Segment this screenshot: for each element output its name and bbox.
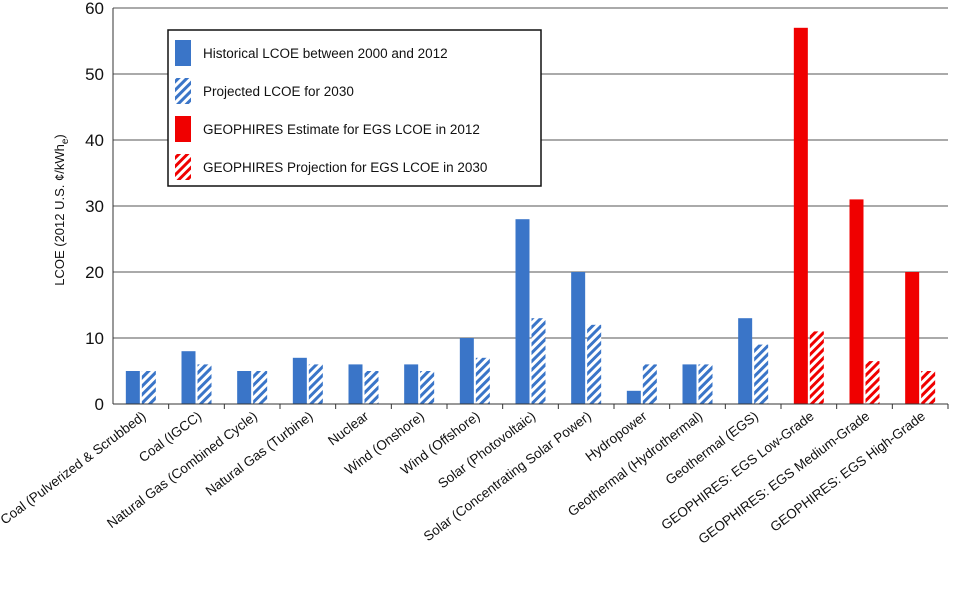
y-tick-label: 30 bbox=[85, 197, 104, 216]
projected-bar bbox=[754, 344, 769, 404]
egs-projection-bar bbox=[865, 361, 880, 404]
egs-estimate-bar bbox=[905, 272, 920, 404]
historical-bar bbox=[571, 272, 586, 404]
projected-bar bbox=[141, 371, 156, 404]
y-tick-label: 10 bbox=[85, 329, 104, 348]
projected-bar bbox=[475, 357, 490, 404]
projected-bar bbox=[308, 364, 323, 404]
egs-projection-bar bbox=[921, 371, 936, 404]
projected-bar bbox=[420, 371, 435, 404]
x-tick-label: Natural Gas (Turbine) bbox=[203, 408, 316, 498]
x-tick-label: Geothermal (EGS) bbox=[663, 408, 761, 487]
historical-bar bbox=[125, 371, 140, 404]
legend-swatch bbox=[175, 116, 191, 142]
historical-bar bbox=[515, 219, 530, 404]
y-tick-label: 20 bbox=[85, 263, 104, 282]
projected-bar bbox=[698, 364, 713, 404]
x-tick-labels: Coal (Pulverized & Scrubbed)Coal (IGCC)N… bbox=[0, 408, 928, 547]
y-tick-label: 60 bbox=[85, 0, 104, 18]
historical-bar bbox=[738, 318, 753, 404]
axes bbox=[112, 8, 948, 405]
legend-label: GEOPHIRES Estimate for EGS LCOE in 2012 bbox=[203, 122, 480, 137]
y-axis-label: LCOE (2012 U.S. ¢/kWhe) bbox=[52, 134, 71, 286]
projected-bar bbox=[587, 324, 602, 404]
projected-bar bbox=[531, 318, 546, 404]
legend-label: Historical LCOE between 2000 and 2012 bbox=[203, 46, 448, 61]
legend-box bbox=[167, 29, 542, 187]
legend-label: Projected LCOE for 2030 bbox=[203, 84, 354, 99]
projected-bar bbox=[253, 371, 268, 404]
historical-bar bbox=[682, 364, 697, 404]
legend-label: GEOPHIRES Projection for EGS LCOE in 203… bbox=[203, 160, 487, 175]
x-tick-label: Nuclear bbox=[325, 408, 372, 448]
projected-bar bbox=[642, 364, 657, 404]
y-tick-label: 50 bbox=[85, 65, 104, 84]
historical-bar bbox=[404, 364, 419, 404]
projected-bar bbox=[364, 371, 379, 404]
legend-swatch bbox=[175, 78, 191, 104]
historical-bar bbox=[181, 351, 196, 404]
y-tick-label: 0 bbox=[95, 395, 104, 414]
egs-estimate-bar bbox=[849, 199, 864, 404]
historical-bar bbox=[237, 371, 252, 404]
y-tick-label: 40 bbox=[85, 131, 104, 150]
egs-projection-bar bbox=[809, 331, 824, 404]
historical-bar bbox=[348, 364, 363, 404]
legend: Historical LCOE between 2000 and 2012 Pro… bbox=[167, 29, 542, 187]
legend-swatch bbox=[175, 40, 191, 66]
historical-bar bbox=[292, 357, 307, 404]
bars-group bbox=[125, 27, 949, 409]
egs-estimate-bar bbox=[793, 27, 808, 405]
x-tick-label: Solar (Photovoltaic) bbox=[435, 408, 538, 491]
historical-bar bbox=[626, 390, 641, 404]
historical-bar bbox=[459, 338, 474, 404]
projected-bar bbox=[197, 364, 212, 404]
legend-swatch bbox=[175, 154, 191, 180]
y-tick-labels: 0 10 20 30 40 50 60 bbox=[85, 0, 104, 414]
